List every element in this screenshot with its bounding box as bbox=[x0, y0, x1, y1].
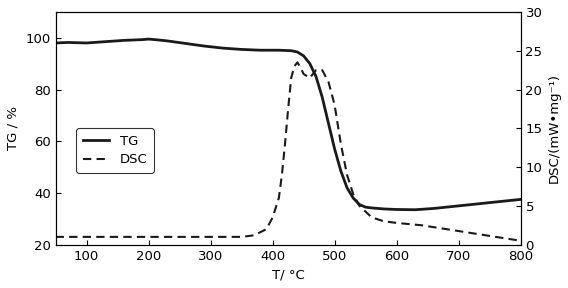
TG bbox=[362, 205, 369, 209]
TG bbox=[431, 207, 437, 210]
TG bbox=[325, 122, 332, 125]
TG bbox=[393, 208, 400, 211]
TG bbox=[257, 48, 264, 52]
TG bbox=[480, 202, 487, 205]
DSC bbox=[467, 231, 474, 235]
Y-axis label: DSC/(mW•mg⁻¹): DSC/(mW•mg⁻¹) bbox=[548, 73, 561, 183]
TG bbox=[120, 39, 127, 42]
TG bbox=[312, 75, 319, 78]
DSC bbox=[145, 235, 152, 239]
TG bbox=[356, 203, 363, 206]
TG bbox=[306, 62, 313, 65]
TG bbox=[65, 41, 72, 44]
DSC bbox=[443, 228, 450, 231]
DSC bbox=[282, 142, 289, 145]
DSC bbox=[207, 235, 214, 239]
DSC bbox=[356, 204, 363, 208]
TG bbox=[182, 42, 189, 45]
TG bbox=[517, 198, 524, 201]
TG bbox=[412, 208, 419, 211]
DSC bbox=[344, 173, 350, 177]
Y-axis label: TG / %: TG / % bbox=[7, 106, 20, 150]
DSC bbox=[350, 192, 357, 196]
TG bbox=[344, 186, 350, 190]
TG bbox=[83, 41, 90, 45]
DSC bbox=[312, 68, 319, 72]
DSC bbox=[319, 68, 325, 72]
DSC bbox=[269, 216, 276, 219]
DSC bbox=[325, 80, 332, 84]
DSC bbox=[288, 76, 295, 79]
Line: TG: TG bbox=[56, 39, 521, 210]
TG bbox=[375, 207, 382, 210]
TG bbox=[319, 96, 325, 99]
DSC bbox=[381, 220, 387, 223]
DSC bbox=[331, 103, 338, 107]
TG bbox=[369, 206, 375, 210]
TG bbox=[288, 49, 295, 52]
TG bbox=[275, 48, 282, 52]
DSC bbox=[294, 61, 301, 64]
TG bbox=[220, 46, 227, 50]
DSC bbox=[291, 65, 298, 68]
DSC bbox=[300, 72, 307, 76]
DSC bbox=[275, 196, 282, 200]
DSC bbox=[418, 223, 425, 227]
DSC bbox=[285, 107, 291, 111]
DSC bbox=[306, 76, 313, 79]
TG bbox=[139, 38, 146, 41]
TG bbox=[238, 48, 245, 51]
TG bbox=[331, 147, 338, 151]
TG bbox=[381, 207, 387, 211]
DSC bbox=[52, 235, 59, 239]
TG bbox=[152, 38, 158, 41]
TG bbox=[337, 169, 344, 173]
TG bbox=[164, 39, 170, 43]
TG bbox=[201, 44, 208, 48]
TG bbox=[145, 37, 152, 41]
TG bbox=[294, 50, 301, 54]
DSC bbox=[517, 239, 524, 242]
Legend: TG, DSC: TG, DSC bbox=[76, 128, 154, 173]
DSC bbox=[337, 142, 344, 145]
DSC bbox=[250, 234, 257, 237]
DSC bbox=[176, 235, 183, 239]
DSC bbox=[83, 235, 90, 239]
DSC bbox=[297, 66, 304, 69]
TG bbox=[52, 41, 59, 45]
TG bbox=[455, 204, 462, 208]
X-axis label: T/ °C: T/ °C bbox=[272, 268, 304, 281]
TG bbox=[300, 54, 307, 58]
TG bbox=[102, 40, 108, 43]
DSC bbox=[369, 216, 375, 219]
DSC bbox=[238, 235, 245, 239]
DSC bbox=[278, 173, 285, 177]
DSC bbox=[114, 235, 121, 239]
TG bbox=[350, 196, 357, 200]
DSC bbox=[492, 235, 499, 239]
DSC bbox=[263, 228, 270, 231]
DSC bbox=[393, 221, 400, 225]
Line: DSC: DSC bbox=[56, 62, 521, 241]
